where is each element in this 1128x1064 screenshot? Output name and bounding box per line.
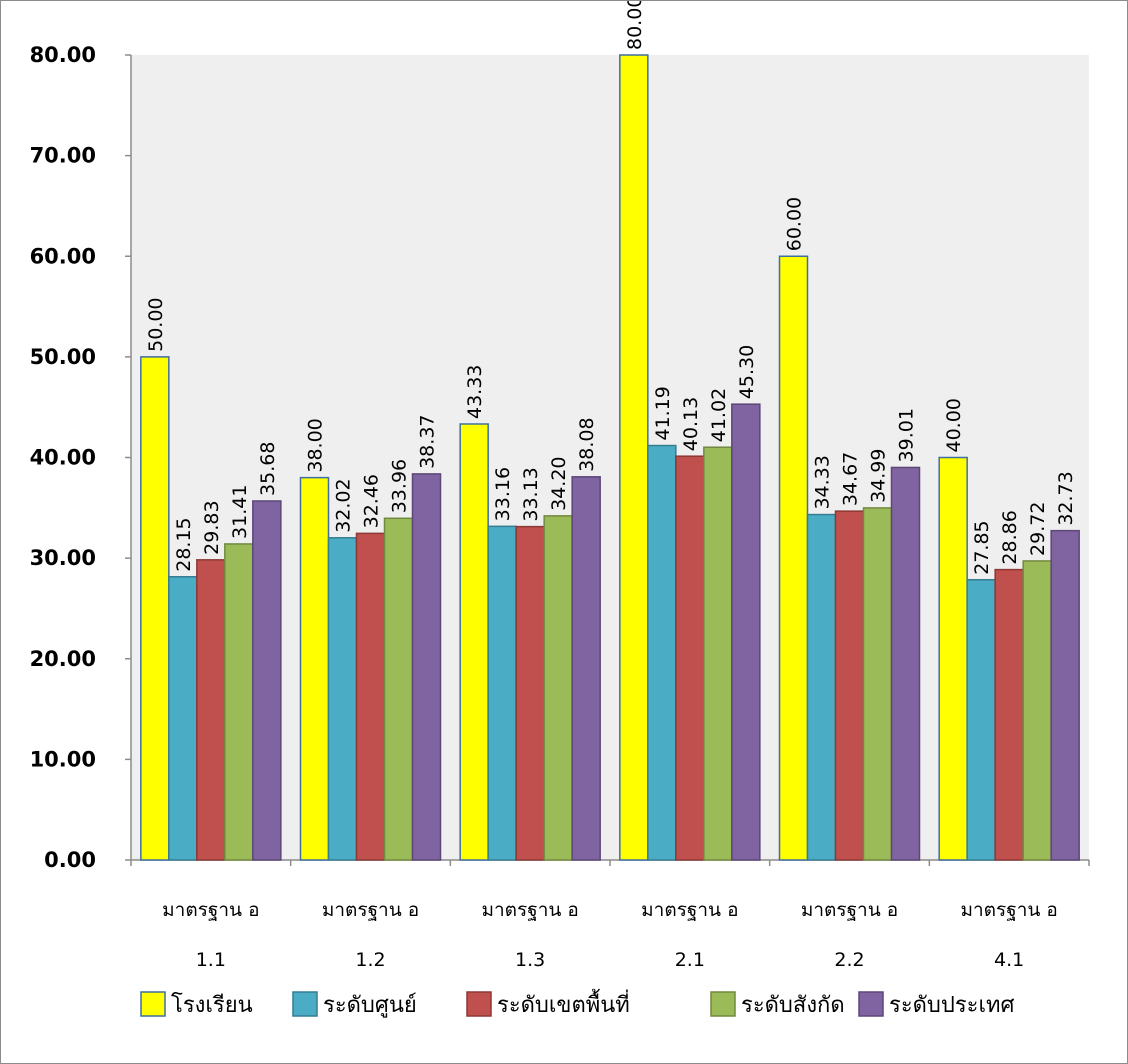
- data-label: 35.68: [257, 442, 279, 496]
- legend-swatch: [140, 991, 166, 1017]
- data-label: 32.02: [333, 478, 355, 532]
- data-label: 28.86: [999, 510, 1021, 564]
- data-label: 32.46: [361, 474, 383, 528]
- data-label: 45.30: [736, 345, 758, 399]
- data-label: 40.00: [943, 398, 965, 452]
- data-label: 33.13: [520, 467, 542, 521]
- bar: [890, 466, 921, 861]
- bar: [224, 543, 254, 861]
- x-tick-label: มาตรฐาน อ: [960, 899, 1057, 921]
- bar: [731, 403, 761, 861]
- data-label: 41.02: [708, 388, 730, 442]
- y-tick-label: 70.00: [30, 144, 96, 168]
- x-tick-label: มาตรฐาน อ: [481, 899, 578, 921]
- bar: [994, 568, 1024, 861]
- bar: [196, 559, 226, 861]
- data-label: 33.96: [389, 459, 411, 513]
- legend-swatch: [710, 991, 736, 1017]
- data-label: 34.33: [812, 455, 834, 509]
- y-tick-label: 0.00: [44, 848, 96, 872]
- data-label: 34.20: [548, 456, 570, 510]
- x-tick-label: มาตรฐาน อ: [641, 899, 738, 921]
- x-tick-label: 1.1: [196, 949, 226, 971]
- y-tick-label: 50.00: [30, 345, 96, 369]
- bar: [778, 255, 809, 861]
- bar: [327, 537, 358, 861]
- data-label: 29.83: [201, 500, 223, 554]
- data-label: 33.16: [492, 467, 514, 521]
- bar: [571, 476, 601, 861]
- legend-swatch: [858, 991, 884, 1017]
- data-label: 34.67: [840, 452, 862, 506]
- bar: [299, 476, 330, 861]
- legend: โรงเรียน ระดับศูนย์ ระดับเขตพื้นที่ ระดับสั…: [140, 989, 1015, 1018]
- bar: [252, 500, 282, 861]
- data-label: 39.01: [896, 408, 918, 462]
- data-label: 40.13: [680, 397, 702, 451]
- y-tick-label: 30.00: [30, 546, 96, 570]
- bar: [543, 515, 573, 861]
- plot-background: [131, 55, 1089, 860]
- data-label: 38.08: [576, 417, 598, 471]
- x-tick-label: 4.1: [994, 949, 1024, 971]
- data-label: 34.99: [868, 449, 890, 503]
- bar: [355, 532, 386, 861]
- y-tick-label: 20.00: [30, 647, 96, 671]
- legend-label: ระดับเขตพื้นที่: [497, 989, 630, 1018]
- bars: [140, 54, 1080, 861]
- bar: [411, 473, 442, 861]
- bar: [675, 455, 705, 861]
- x-tick-label: มาตรฐาน อ: [322, 899, 419, 921]
- x-tick-label: มาตรฐาน อ: [801, 899, 898, 921]
- bar: [862, 507, 893, 861]
- bar: [619, 54, 649, 861]
- legend-swatch: [292, 991, 318, 1017]
- bar: [806, 513, 837, 861]
- data-label: 27.85: [971, 520, 993, 574]
- y-tick-label: 40.00: [30, 446, 96, 470]
- axes: 0.00 10.00 20.00 30.00 40.00 50.00 60.00 70.00 8…: [30, 43, 1090, 971]
- x-tick-label: 1.2: [355, 949, 385, 971]
- bar: [834, 510, 865, 861]
- legend-label: ระดับศูนย์: [323, 993, 417, 1018]
- bar: [703, 446, 733, 861]
- data-labels: 50.00 28.15 29.83 31.41 35.68 38.00 32.02 32.46…: [145, 1, 1077, 575]
- data-label: 43.33: [464, 365, 486, 419]
- data-label: 32.73: [1055, 471, 1077, 525]
- data-label: 31.41: [229, 485, 251, 539]
- bar: [140, 356, 170, 861]
- plot-area: [131, 55, 1089, 860]
- bar: [966, 579, 996, 861]
- bar: [459, 423, 489, 861]
- bar: [383, 517, 414, 861]
- bar: [487, 525, 517, 861]
- legend-label: ระดับประเทศ: [889, 993, 1015, 1018]
- y-tick-label: 80.00: [30, 43, 96, 67]
- x-tick-label: 1.3: [515, 949, 545, 971]
- x-tick-label: 2.1: [675, 949, 705, 971]
- data-label: 60.00: [784, 197, 806, 251]
- data-label: 38.00: [305, 418, 327, 472]
- data-label: 41.19: [652, 386, 674, 440]
- bar: [938, 456, 968, 861]
- data-label: 28.15: [173, 517, 195, 571]
- legend-swatch: [466, 991, 492, 1017]
- data-label: 50.00: [145, 297, 167, 351]
- x-tick-label: มาตรฐาน อ: [162, 899, 259, 921]
- data-label: 80.00: [624, 1, 646, 50]
- bar: [515, 525, 545, 861]
- bar: [1050, 529, 1080, 861]
- y-tick-label: 10.00: [30, 747, 96, 771]
- y-tick-label: 60.00: [30, 244, 96, 268]
- data-label: 29.72: [1027, 502, 1049, 556]
- x-tick-label: 2.2: [834, 949, 864, 971]
- bar: [1022, 560, 1052, 861]
- bar: [647, 444, 677, 861]
- legend-label: ระดับสังกัด: [741, 993, 845, 1018]
- bar: [168, 575, 198, 861]
- legend-label: โรงเรียน: [171, 992, 253, 1018]
- data-label: 38.37: [417, 414, 439, 468]
